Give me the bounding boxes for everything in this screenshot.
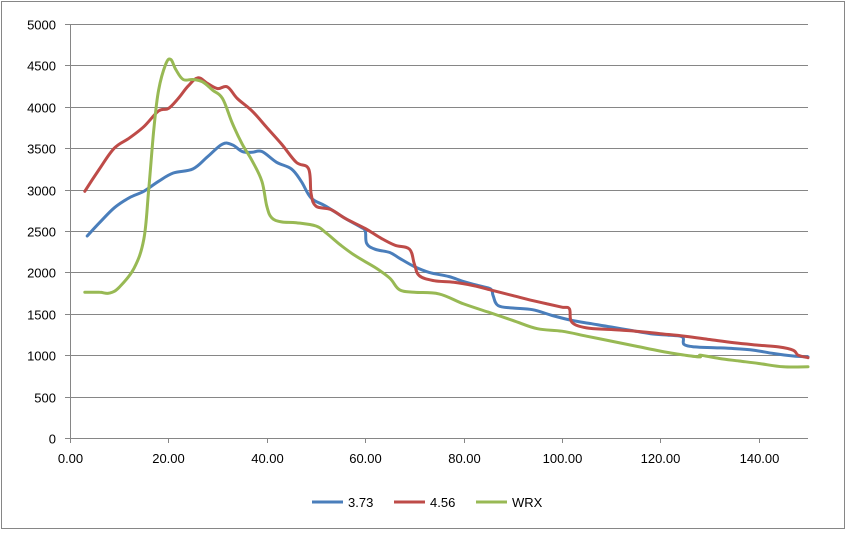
- legend-label-wrx: WRX: [512, 495, 543, 510]
- y-tick-label: 1000: [27, 349, 56, 364]
- x-tick-label: 20.00: [152, 451, 185, 466]
- y-tick-label: 4000: [27, 101, 56, 116]
- y-tick-label: 2500: [27, 225, 56, 240]
- series-line-4-56: [83, 76, 810, 360]
- x-tick-label: 100.00: [543, 451, 583, 466]
- series-lines: [83, 57, 810, 369]
- y-tick-label: 0: [49, 432, 56, 447]
- y-axis-tick-labels: 0 500 1000 1500 2000 2500 3000 3500 4000 4500 5000: [27, 18, 56, 447]
- x-tick-label: 120.00: [641, 451, 681, 466]
- x-tick-label: 80.00: [448, 451, 481, 466]
- y-tick-label: 1500: [27, 308, 56, 323]
- y-tick-label: 2000: [27, 266, 56, 281]
- legend: 3.73 4.56 WRX: [312, 495, 543, 510]
- y-tick-label: 4500: [27, 59, 56, 74]
- x-axis-tick-labels: 0.00 20.00 40.00 60.00 80.00 100.00 120.00 140.…: [58, 451, 780, 466]
- legend-label-4-56: 4.56: [430, 495, 455, 510]
- series-line-wrx: [83, 57, 810, 369]
- line-chart: 0 500 1000 1500 2000 2500 3000 3500 4000 4500 5000…: [27, 18, 810, 510]
- series-line-3-73: [85, 141, 810, 359]
- x-tick-label: 0.00: [58, 451, 83, 466]
- x-tick-label: 140.00: [740, 451, 780, 466]
- axes: [70, 24, 808, 443]
- y-tick-label: 5000: [27, 18, 56, 33]
- x-tick-label: 60.00: [349, 451, 382, 466]
- x-tick-label: 40.00: [251, 451, 284, 466]
- legend-label-3-73: 3.73: [348, 495, 373, 510]
- y-tick-label: 3500: [27, 142, 56, 157]
- y-tick-label: 500: [34, 391, 56, 406]
- y-tick-label: 3000: [27, 184, 56, 199]
- gridlines: [65, 24, 808, 439]
